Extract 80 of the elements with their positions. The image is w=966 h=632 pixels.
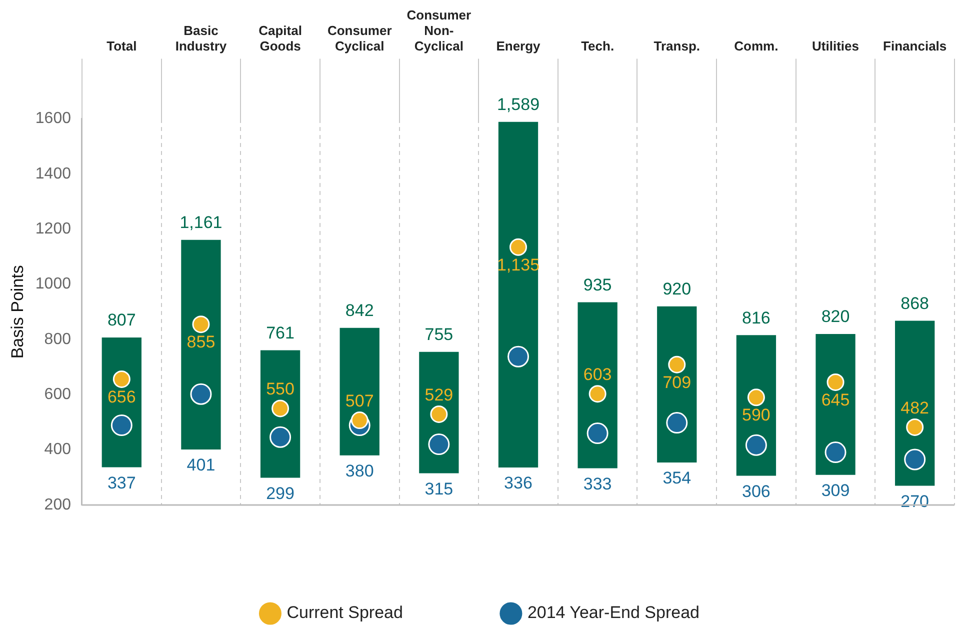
x-tick-label: Capital Goods <box>258 22 302 54</box>
point <box>826 373 844 391</box>
y-tick-label: 1600 <box>35 110 72 128</box>
y-tick-label: 400 <box>44 441 72 458</box>
annotation: 401 <box>186 456 216 475</box>
x-tick-label: Transp. <box>654 38 700 54</box>
x-tick-label: Basic Industry <box>175 22 228 54</box>
bar <box>657 306 697 463</box>
y-tick-label: 1200 <box>35 220 72 238</box>
x-tick-label: Consumer Non-Cyclical <box>406 7 472 54</box>
annotation: 309 <box>821 481 850 500</box>
annotation: 380 <box>345 462 374 481</box>
annotation: 336 <box>504 474 532 493</box>
point <box>666 412 688 434</box>
point <box>586 422 608 444</box>
x-tick-label: Comm. <box>734 38 778 54</box>
x-tick-label: Tech. <box>581 38 614 54</box>
annotation: 1,161 <box>180 213 222 232</box>
point <box>588 385 606 403</box>
text: 1,589 <box>496 95 540 114</box>
x-tick-label: Consumer Cyclical <box>327 22 392 54</box>
point <box>428 434 450 456</box>
bar <box>340 328 380 456</box>
y-tick-label: 1400 <box>35 165 72 182</box>
data-label: 603 <box>583 365 612 384</box>
point <box>272 400 290 418</box>
y-tick-label: 1000 <box>35 276 72 293</box>
annotation: 920 <box>662 280 692 299</box>
x-tick-label: Energy <box>496 38 542 54</box>
annotation: 761 <box>266 323 294 342</box>
annotation: 299 <box>266 484 294 503</box>
point <box>507 346 529 368</box>
annotation: 868 <box>900 294 930 313</box>
point <box>509 238 527 256</box>
point <box>668 356 686 374</box>
data-label: 645 <box>821 390 850 410</box>
point <box>270 426 292 448</box>
y-tick-label: 200 <box>44 496 72 514</box>
annotation: 935 <box>583 275 612 294</box>
point <box>747 388 765 406</box>
point <box>824 442 846 464</box>
data-label: 529 <box>424 385 454 404</box>
point <box>904 448 926 470</box>
y-tick-label: 600 <box>44 386 72 404</box>
annotation: 816 <box>742 308 770 328</box>
annotation: 306 <box>742 482 770 501</box>
annotation: 333 <box>583 474 612 494</box>
bar <box>895 320 935 486</box>
point <box>350 412 368 430</box>
data-label: 709 <box>662 372 692 392</box>
data-label: 550 <box>266 380 294 399</box>
data-label: 590 <box>742 406 770 425</box>
legend-label: 2014 Year-End Spread <box>527 603 700 622</box>
annotation: 315 <box>424 479 454 498</box>
x-tick-label: Utilities <box>812 38 860 54</box>
annotation: 820 <box>821 307 850 326</box>
bar <box>181 240 221 450</box>
point <box>112 370 130 388</box>
annotation: 337 <box>107 473 136 492</box>
bar <box>578 302 618 468</box>
y-tick-label: 800 <box>44 330 72 348</box>
point <box>110 414 132 436</box>
data-label: 507 <box>345 392 374 410</box>
annotation: 807 <box>107 310 136 330</box>
data-label: 656 <box>107 387 136 406</box>
point <box>192 316 210 334</box>
x-tick-label: Financials <box>883 38 947 54</box>
x-tick-label: Total <box>106 38 137 54</box>
data-label: 855 <box>186 332 216 352</box>
y-axis-title: Basis Points <box>8 265 27 359</box>
bar <box>498 122 538 468</box>
annotation: 842 <box>345 301 374 320</box>
point <box>190 383 212 405</box>
point <box>430 405 448 423</box>
legend-label: Current Spread <box>286 603 403 622</box>
point <box>906 418 924 436</box>
annotation: 354 <box>662 468 692 488</box>
data-label: 482 <box>900 398 930 418</box>
point <box>745 434 767 456</box>
annotation: 755 <box>424 325 454 344</box>
